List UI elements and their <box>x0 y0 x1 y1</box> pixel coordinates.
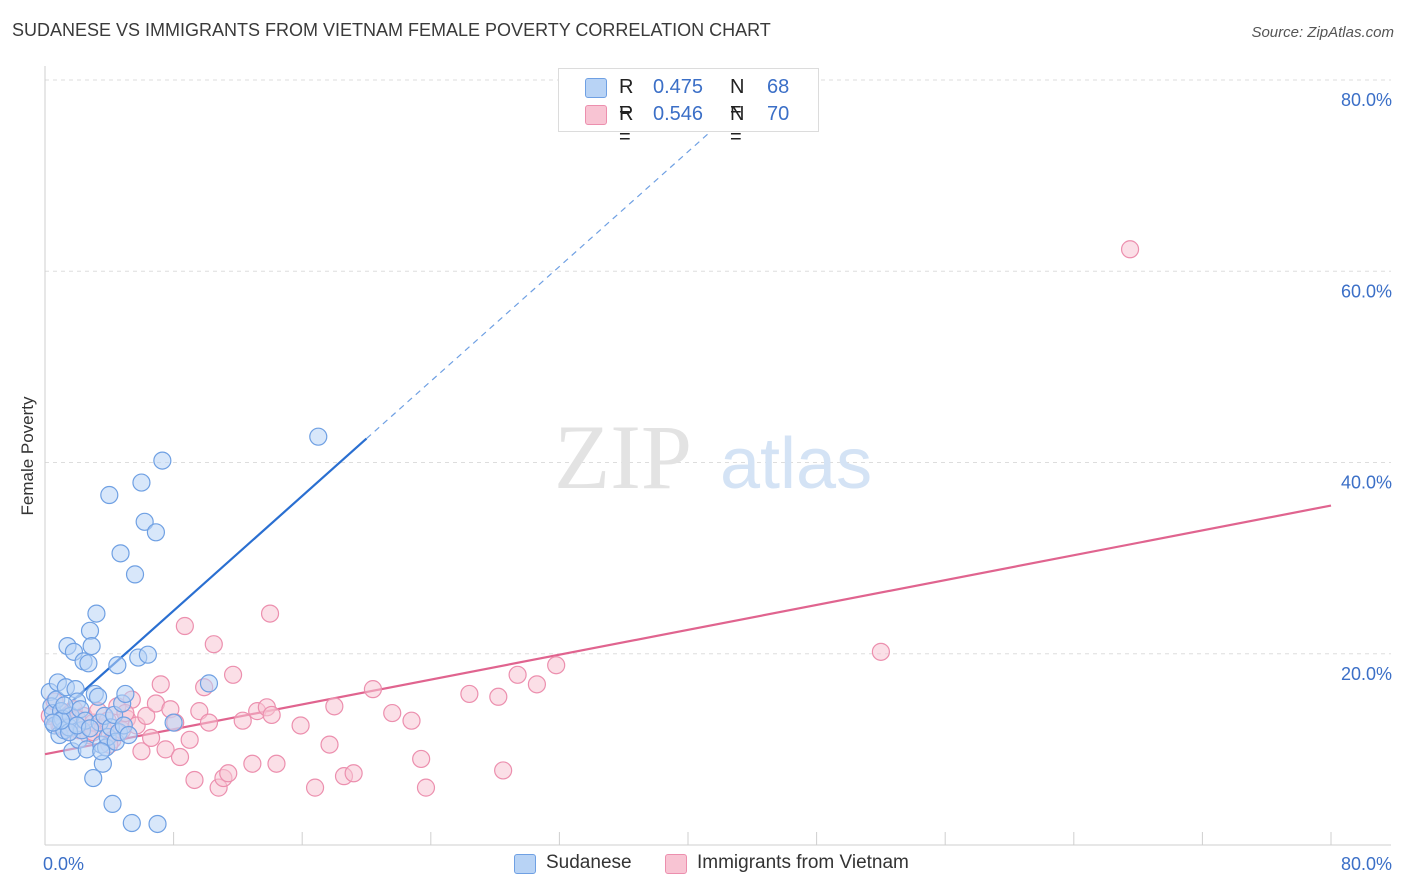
watermark-atlas: atlas <box>720 424 872 504</box>
r-label: R = <box>619 103 634 148</box>
vietnam-point <box>402 711 421 730</box>
legend-swatch-sudanese <box>514 854 536 874</box>
sudanese-point <box>88 687 108 706</box>
vietnam-point <box>156 740 175 759</box>
sudanese-point <box>82 636 101 656</box>
sudanese-trend-extension <box>366 108 737 440</box>
vietnam-point <box>262 705 281 725</box>
sudanese-point <box>87 604 106 623</box>
sudanese-point <box>43 713 63 732</box>
sudanese-point <box>92 742 111 761</box>
n-value: 68 <box>767 76 790 98</box>
vietnam-point <box>320 735 339 754</box>
source-label: Source: ZipAtlas.com <box>1251 24 1394 41</box>
vietnam-point <box>412 749 431 769</box>
n-label: N = <box>730 103 745 148</box>
vietnam-point <box>489 687 508 706</box>
sudanese-point <box>119 725 138 745</box>
y-tick-label-80: 80.0% <box>1341 90 1392 110</box>
sudanese-point <box>55 696 74 715</box>
vietnam-point <box>180 730 199 749</box>
sudanese-point <box>164 713 183 732</box>
n-label: N = <box>730 76 745 121</box>
vietnam-point <box>175 616 194 636</box>
chart-title: SUDANESE VS IMMIGRANTS FROM VIETNAM FEMA… <box>12 20 771 40</box>
sudanese-point <box>146 523 166 542</box>
sudanese-point <box>80 621 100 640</box>
y-tick-label-40: 40.0% <box>1341 473 1392 493</box>
sudanese-point <box>199 674 219 693</box>
sudanese-point <box>125 565 145 584</box>
y-axis-label: Female Poverty <box>18 396 37 516</box>
vietnam-point <box>260 604 280 623</box>
vietnam-point <box>185 770 204 790</box>
sudanese-point <box>100 485 119 505</box>
vietnam-point <box>363 680 383 699</box>
sudanese-point <box>116 684 135 704</box>
sudanese-trend-line <box>44 437 368 727</box>
x-axis-ticks <box>173 832 1332 845</box>
vietnam-point <box>243 754 262 773</box>
sudanese-point <box>135 512 154 531</box>
vietnam-point <box>223 665 243 684</box>
sudanese-point <box>80 719 100 738</box>
sudanese-point <box>132 473 151 492</box>
sudanese-point <box>84 768 103 788</box>
vietnam-points <box>40 240 1140 797</box>
vietnam-point <box>305 778 325 797</box>
vietnam-point <box>219 764 238 783</box>
y-axis-tick-labels: 20.0% 40.0% 60.0% 80.0% <box>1341 90 1392 684</box>
vietnam-point <box>170 747 190 767</box>
vietnam-point <box>291 716 310 735</box>
x-tick-label-max: 80.0% <box>1341 854 1392 874</box>
vietnam-point <box>141 728 161 748</box>
vietnam-point <box>547 656 566 675</box>
vietnam-point <box>344 764 363 783</box>
vietnam-point <box>132 742 151 761</box>
vietnam-point <box>416 778 436 797</box>
sudanese-point <box>103 794 122 813</box>
sudanese-points <box>40 427 328 834</box>
vietnam-point <box>1120 240 1140 259</box>
vietnam-swatch <box>585 105 607 125</box>
sudanese-point <box>79 654 98 673</box>
sudanese-point <box>108 656 127 675</box>
vietnam-point <box>508 665 527 684</box>
sudanese-point <box>111 544 130 563</box>
watermark-zip: ZIP <box>554 406 692 508</box>
sudanese-point <box>122 813 141 833</box>
vietnam-point <box>383 703 402 723</box>
vietnam-point <box>151 675 170 694</box>
r-label: R = <box>619 76 634 121</box>
sudanese-point <box>138 645 157 664</box>
vietnam-point <box>527 675 546 694</box>
vietnam-point <box>494 761 513 780</box>
r-value: 0.546 <box>653 103 704 125</box>
y-tick-label-20: 20.0% <box>1341 664 1392 684</box>
sudanese-swatch <box>585 78 607 98</box>
sudanese-point <box>153 451 172 470</box>
sudanese-point <box>148 814 167 834</box>
sudanese-point <box>309 427 328 446</box>
vietnam-point <box>233 711 252 730</box>
legend-label-vietnam: Immigrants from Vietnam <box>697 852 909 873</box>
gridlines <box>45 79 1391 655</box>
vietnam-point <box>871 642 891 661</box>
y-tick-label-60: 60.0% <box>1341 281 1392 301</box>
vietnam-point <box>204 635 223 654</box>
n-value: 70 <box>767 103 790 125</box>
vietnam-point <box>137 706 156 726</box>
r-value: 0.475 <box>653 76 704 98</box>
legend-swatch-vietnam <box>665 854 687 874</box>
stats-legend: R = 0.475 N = 68 R = 0.546 N = 70 <box>558 68 819 148</box>
x-tick-label-min: 0.0% <box>43 854 84 874</box>
legend-label-sudanese: Sudanese <box>546 852 632 873</box>
vietnam-point <box>325 697 344 716</box>
vietnam-point <box>267 754 286 773</box>
vietnam-point <box>460 684 479 704</box>
vietnam-point <box>199 713 219 732</box>
